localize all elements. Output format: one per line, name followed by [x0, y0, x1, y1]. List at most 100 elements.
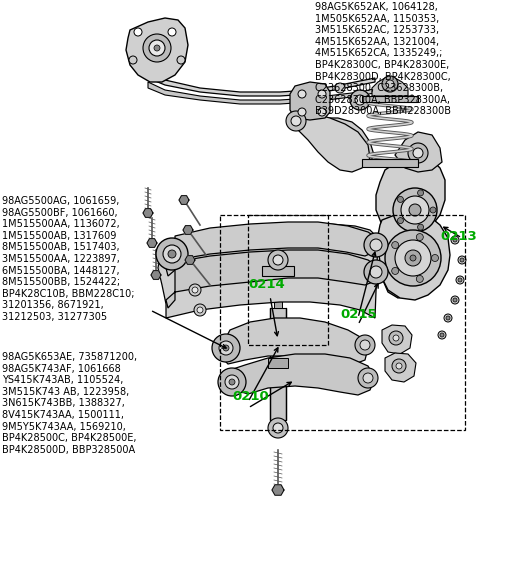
Circle shape	[412, 148, 422, 158]
Polygon shape	[290, 82, 329, 120]
Circle shape	[385, 80, 393, 88]
Circle shape	[450, 236, 458, 244]
Text: 0213: 0213	[439, 230, 476, 243]
Circle shape	[417, 190, 423, 196]
Polygon shape	[143, 209, 153, 217]
Circle shape	[457, 256, 465, 264]
Polygon shape	[185, 256, 194, 264]
Circle shape	[272, 423, 282, 433]
Circle shape	[272, 255, 282, 265]
Circle shape	[229, 379, 235, 385]
Circle shape	[286, 111, 305, 131]
Polygon shape	[394, 132, 441, 172]
Polygon shape	[158, 224, 377, 318]
Polygon shape	[377, 212, 449, 300]
Circle shape	[459, 258, 463, 262]
Circle shape	[407, 143, 427, 163]
Circle shape	[445, 316, 449, 320]
Circle shape	[417, 224, 423, 230]
Circle shape	[391, 268, 398, 274]
Circle shape	[349, 90, 369, 110]
Circle shape	[267, 250, 288, 270]
Circle shape	[363, 233, 387, 257]
Polygon shape	[371, 78, 407, 96]
Circle shape	[439, 333, 443, 337]
Circle shape	[400, 196, 428, 224]
Circle shape	[222, 345, 229, 351]
Polygon shape	[381, 325, 411, 354]
Circle shape	[354, 335, 374, 355]
Circle shape	[384, 230, 440, 286]
Circle shape	[357, 368, 377, 388]
Text: 0215: 0215	[340, 308, 376, 321]
Circle shape	[394, 240, 430, 276]
Circle shape	[397, 218, 403, 224]
Polygon shape	[267, 358, 288, 368]
Polygon shape	[219, 318, 367, 365]
Polygon shape	[290, 114, 369, 172]
Polygon shape	[179, 196, 189, 204]
Circle shape	[167, 250, 176, 258]
Polygon shape	[361, 96, 417, 102]
Circle shape	[191, 287, 197, 293]
Polygon shape	[309, 118, 373, 168]
Circle shape	[318, 90, 325, 98]
Circle shape	[196, 307, 203, 313]
Polygon shape	[148, 72, 374, 96]
Circle shape	[409, 255, 415, 261]
Polygon shape	[271, 485, 284, 495]
Bar	[219, 215, 464, 430]
Polygon shape	[148, 82, 377, 104]
Polygon shape	[151, 270, 161, 279]
Circle shape	[452, 238, 456, 242]
Circle shape	[431, 255, 438, 261]
Circle shape	[404, 250, 420, 266]
Circle shape	[143, 34, 171, 62]
Circle shape	[334, 83, 344, 93]
Text: 0210: 0210	[232, 390, 268, 403]
Circle shape	[392, 188, 436, 232]
Circle shape	[149, 40, 165, 56]
Circle shape	[369, 266, 381, 278]
Circle shape	[388, 331, 402, 345]
Polygon shape	[269, 308, 286, 420]
Polygon shape	[262, 266, 293, 276]
Circle shape	[354, 95, 364, 105]
Polygon shape	[228, 354, 374, 395]
Circle shape	[291, 116, 300, 126]
Circle shape	[395, 363, 401, 369]
Circle shape	[224, 375, 239, 389]
Circle shape	[408, 204, 420, 216]
Circle shape	[189, 284, 201, 296]
Circle shape	[167, 28, 176, 36]
Circle shape	[452, 298, 456, 302]
Circle shape	[455, 276, 463, 284]
Circle shape	[212, 334, 240, 362]
Polygon shape	[361, 159, 417, 167]
Polygon shape	[183, 226, 192, 234]
Circle shape	[156, 238, 188, 270]
Circle shape	[363, 260, 387, 284]
Circle shape	[163, 245, 181, 263]
Circle shape	[450, 296, 458, 304]
Circle shape	[391, 359, 405, 373]
Circle shape	[129, 56, 137, 64]
Polygon shape	[273, 268, 281, 308]
Polygon shape	[384, 353, 415, 382]
Circle shape	[297, 108, 305, 116]
Circle shape	[359, 340, 369, 350]
Circle shape	[218, 341, 233, 355]
Circle shape	[318, 108, 325, 116]
Circle shape	[297, 90, 305, 98]
Text: 98AG5500AG, 1061659,
98AG5500BF, 1061660,
1M515500AA, 1136072,
1M515500AB, 13176: 98AG5500AG, 1061659, 98AG5500BF, 1061660…	[2, 196, 134, 322]
Circle shape	[193, 304, 206, 316]
Polygon shape	[165, 222, 379, 276]
Circle shape	[429, 207, 435, 213]
Polygon shape	[375, 155, 444, 298]
Circle shape	[443, 314, 451, 322]
Circle shape	[397, 196, 403, 203]
Circle shape	[217, 368, 245, 396]
Circle shape	[362, 373, 372, 383]
Text: 98AG5K652AK, 1064128,
1M505K652AA, 1150353,
3M515K652AC, 1253733,
4M515K652AA, 1: 98AG5K652AK, 1064128, 1M505K652AA, 11503…	[315, 2, 450, 116]
Circle shape	[177, 56, 185, 64]
